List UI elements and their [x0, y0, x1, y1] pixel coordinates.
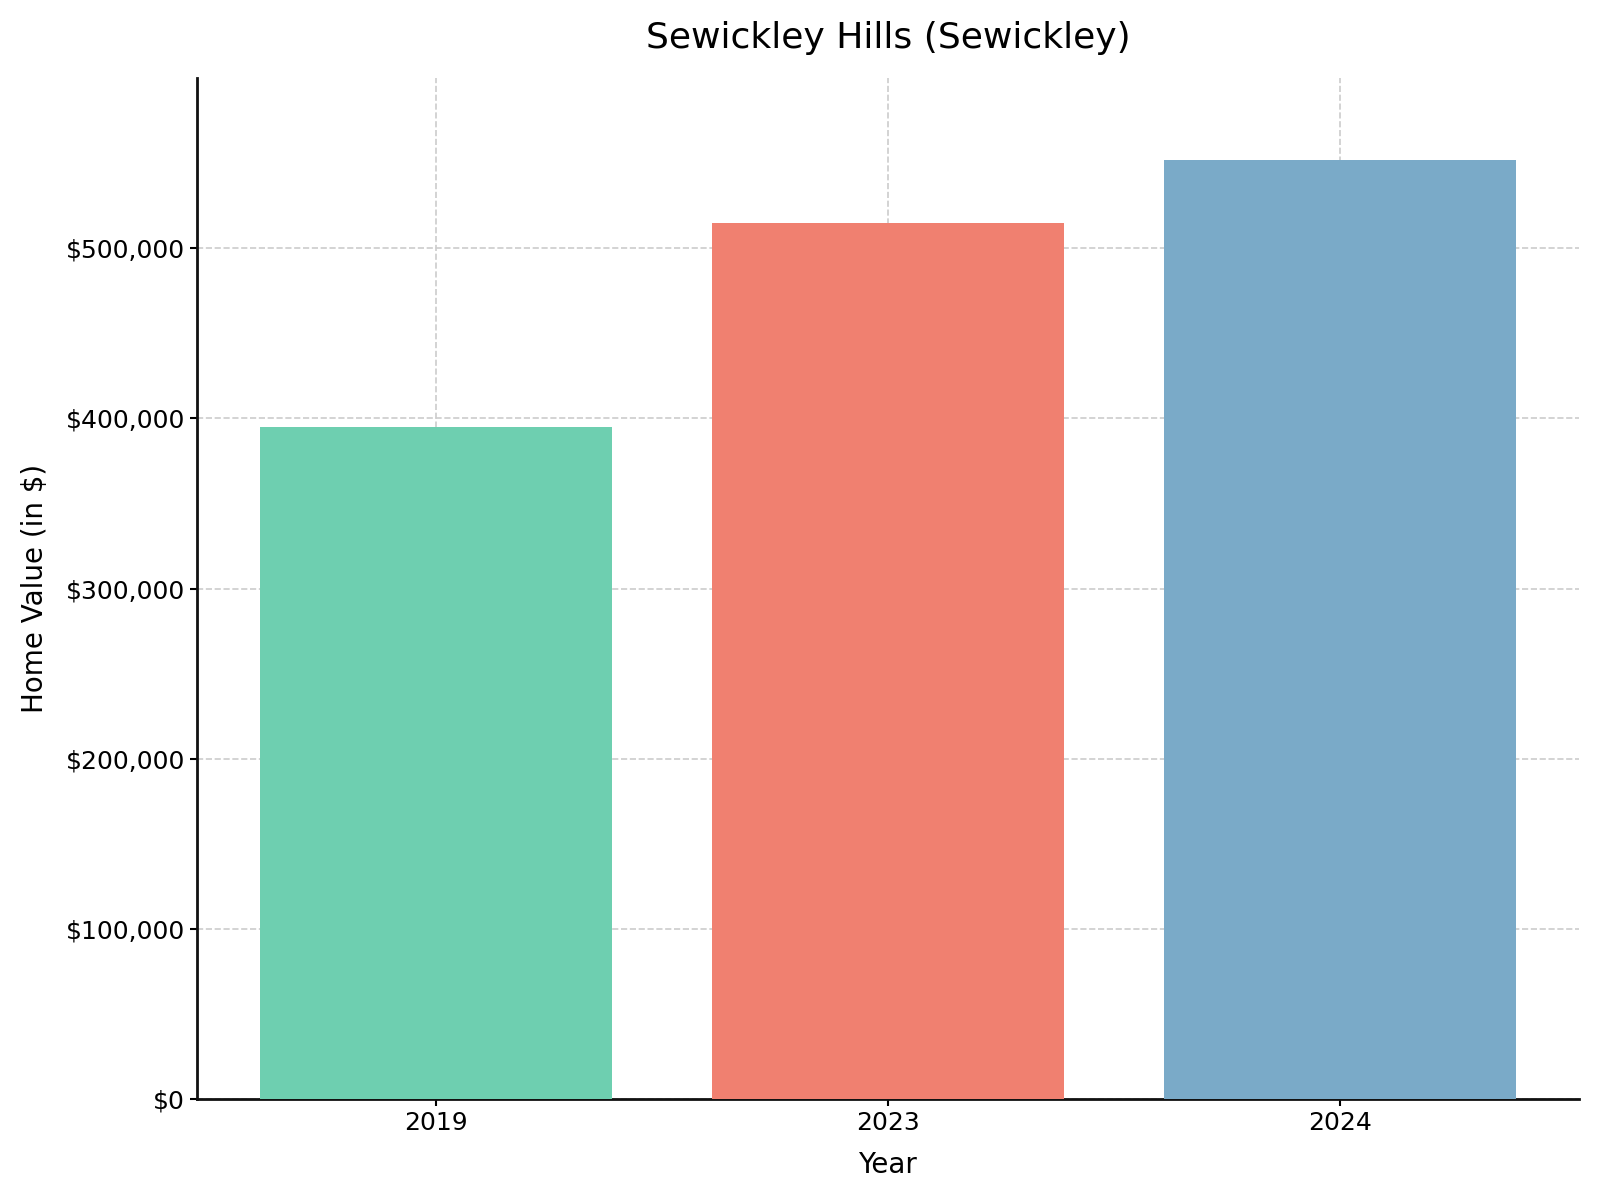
X-axis label: Year: Year	[859, 1151, 917, 1180]
Title: Sewickley Hills (Sewickley): Sewickley Hills (Sewickley)	[646, 20, 1130, 55]
Bar	[1163, 160, 1517, 1099]
Y-axis label: Home Value (in $): Home Value (in $)	[21, 464, 50, 713]
Bar	[712, 223, 1064, 1099]
Bar	[259, 427, 613, 1099]
